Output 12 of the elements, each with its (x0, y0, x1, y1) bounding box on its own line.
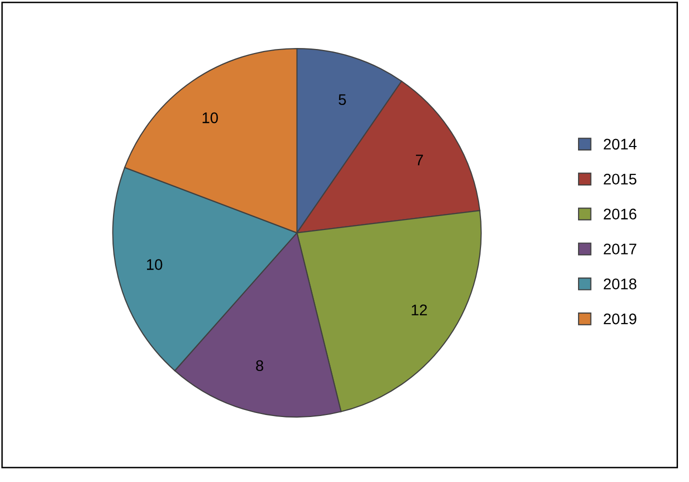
legend-label: 2018 (604, 278, 636, 290)
data-label: 5 (338, 94, 346, 106)
data-label: 7 (416, 154, 423, 166)
legend-label: 2014 (604, 138, 637, 150)
data-label: 10 (147, 259, 162, 270)
data-label: 12 (412, 304, 427, 316)
legend-label: 2015 (604, 174, 636, 185)
legend-label: 2019 (604, 314, 636, 324)
legend-label: 2016 (604, 208, 636, 220)
data-label: 8 (256, 360, 264, 372)
data-label: 10 (202, 112, 218, 124)
legend-label: 2017 (604, 244, 636, 254)
